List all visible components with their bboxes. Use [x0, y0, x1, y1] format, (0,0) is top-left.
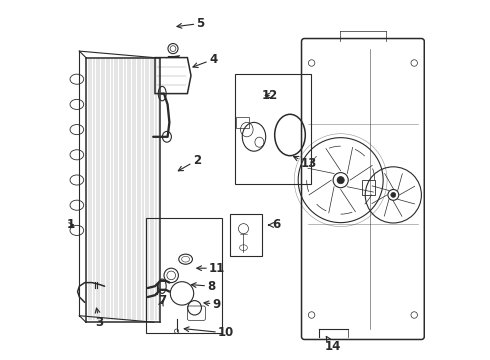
Text: 13: 13: [294, 157, 317, 170]
Bar: [362, 180, 375, 195]
Ellipse shape: [391, 192, 396, 197]
Bar: [235, 74, 311, 184]
Text: 11: 11: [197, 262, 225, 275]
Text: 5: 5: [177, 17, 205, 30]
Bar: [230, 214, 262, 256]
Bar: [146, 218, 221, 333]
Text: 4: 4: [193, 53, 217, 68]
Ellipse shape: [337, 176, 344, 184]
Text: 6: 6: [269, 219, 280, 231]
Text: 10: 10: [184, 327, 234, 339]
Text: 7: 7: [159, 294, 167, 307]
Bar: [236, 117, 248, 128]
Text: 2: 2: [178, 154, 201, 171]
Text: 8: 8: [192, 280, 216, 293]
Text: 1: 1: [67, 219, 75, 231]
Text: 9: 9: [204, 298, 221, 311]
Text: 14: 14: [324, 336, 341, 353]
Text: 3: 3: [95, 308, 104, 329]
Text: 12: 12: [261, 89, 277, 102]
